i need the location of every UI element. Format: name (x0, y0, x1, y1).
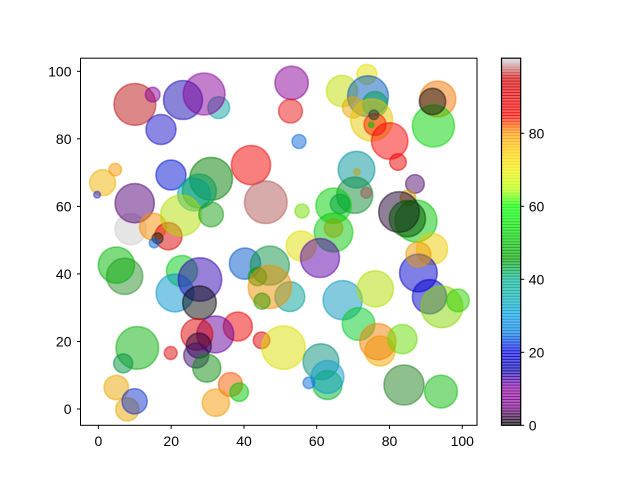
svg-text:60: 60 (309, 433, 325, 449)
svg-text:100: 100 (451, 433, 475, 449)
svg-text:0: 0 (64, 401, 72, 417)
svg-text:60: 60 (56, 198, 72, 214)
svg-text:60: 60 (529, 198, 545, 214)
svg-text:0: 0 (95, 433, 103, 449)
svg-text:80: 80 (529, 125, 545, 141)
svg-text:40: 40 (529, 271, 545, 287)
svg-text:80: 80 (382, 433, 398, 449)
svg-text:20: 20 (56, 334, 72, 350)
svg-text:20: 20 (529, 344, 545, 360)
svg-text:80: 80 (56, 131, 72, 147)
svg-text:40: 40 (236, 433, 252, 449)
svg-text:40: 40 (56, 266, 72, 282)
svg-text:20: 20 (163, 433, 179, 449)
svg-text:100: 100 (48, 63, 72, 79)
svg-text:0: 0 (529, 417, 537, 433)
